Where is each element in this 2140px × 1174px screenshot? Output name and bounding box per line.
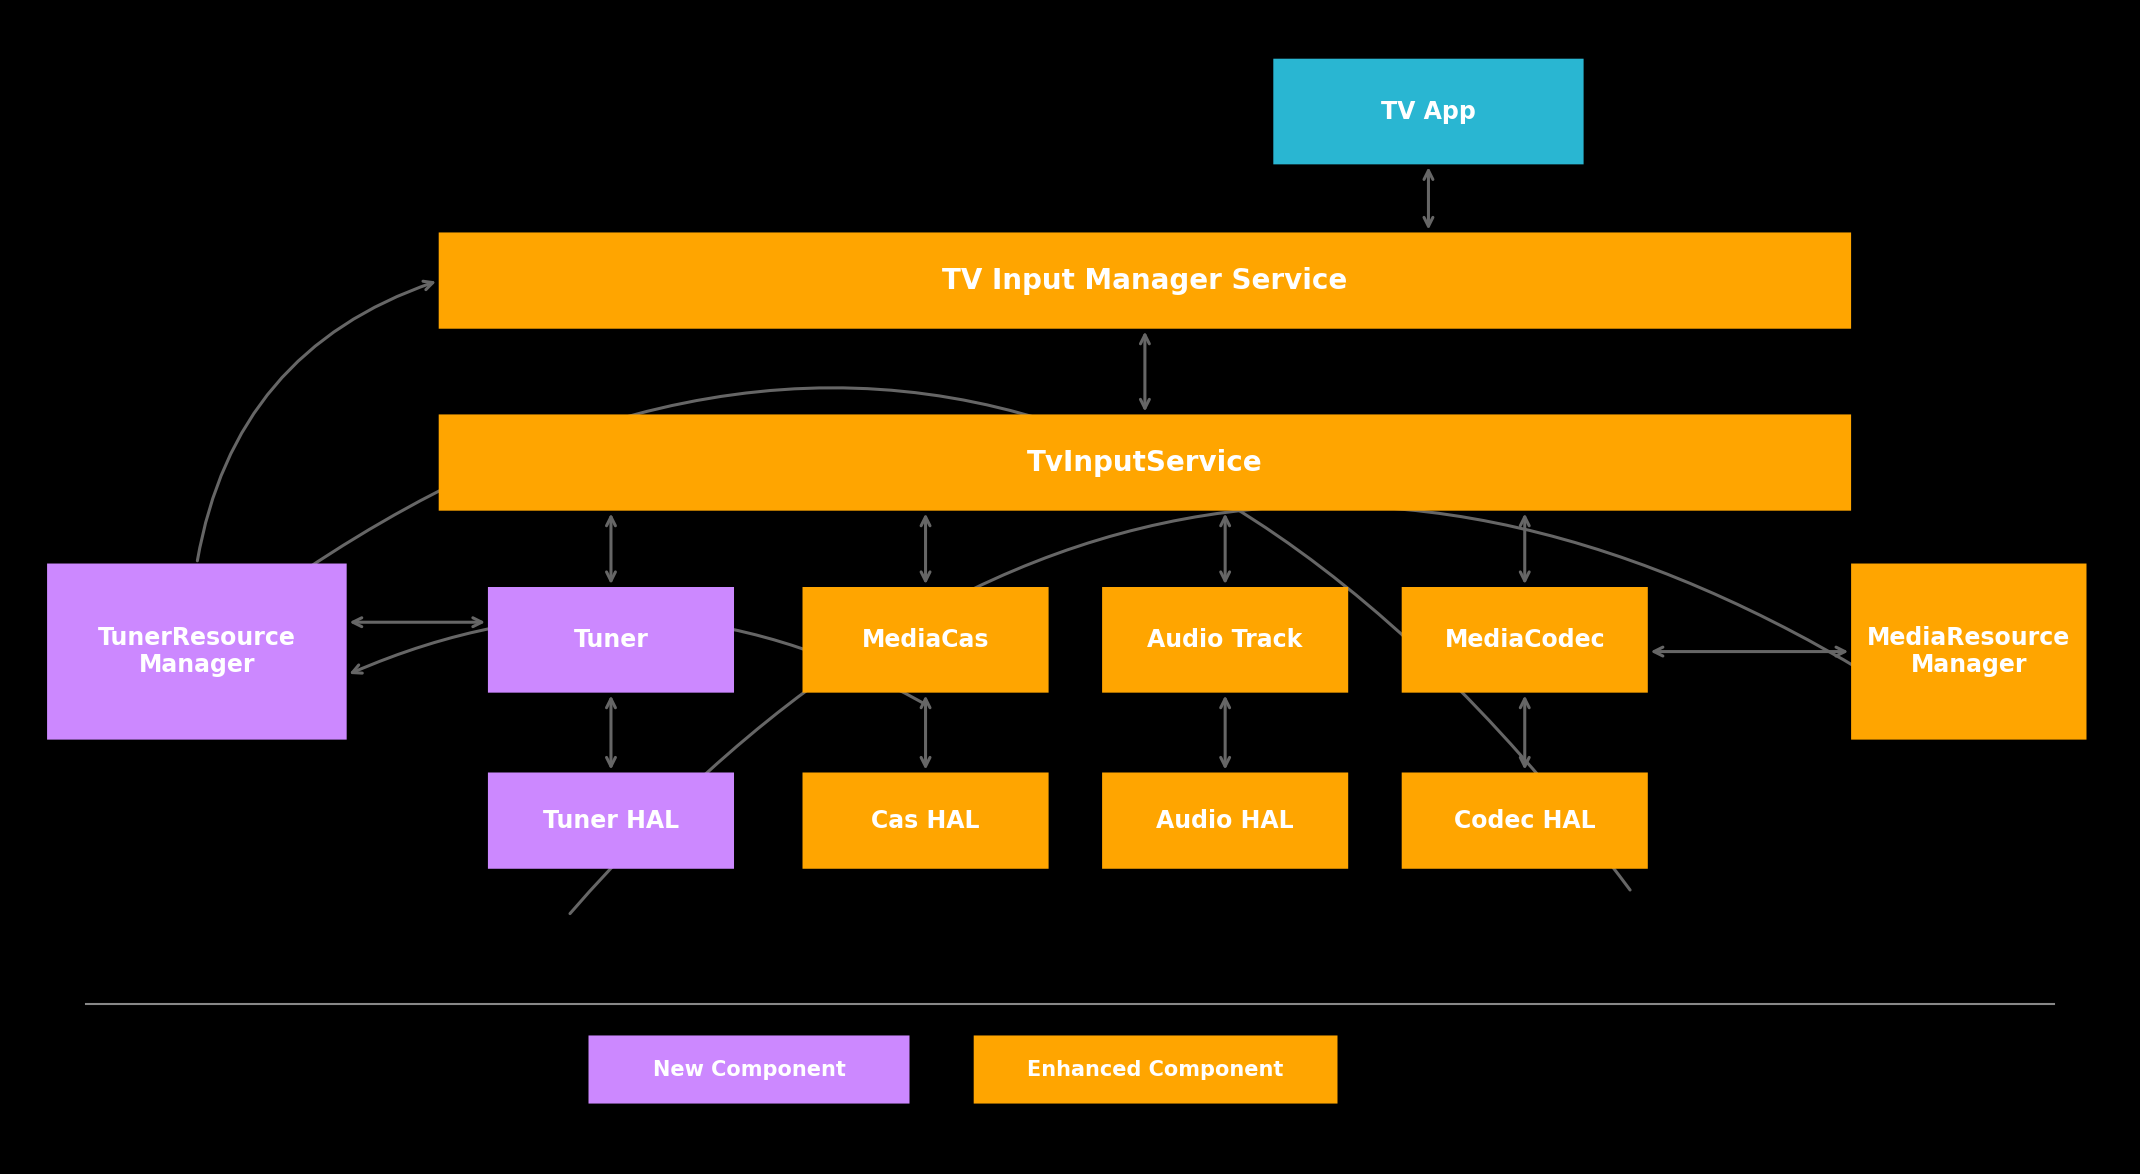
FancyArrowPatch shape [569, 506, 1965, 913]
FancyBboxPatch shape [488, 772, 734, 869]
Text: TV Input Manager Service: TV Input Manager Service [942, 266, 1348, 295]
Text: MediaResource
Manager: MediaResource Manager [1868, 626, 2069, 677]
Text: Enhanced Component: Enhanced Component [1027, 1059, 1284, 1080]
FancyBboxPatch shape [802, 772, 1049, 869]
FancyBboxPatch shape [1102, 587, 1348, 693]
Text: MediaCodec: MediaCodec [1444, 628, 1605, 652]
FancyBboxPatch shape [974, 1035, 1338, 1104]
Text: Audio Track: Audio Track [1147, 628, 1303, 652]
FancyBboxPatch shape [439, 414, 1851, 511]
Text: Tuner HAL: Tuner HAL [544, 809, 678, 832]
FancyBboxPatch shape [1402, 772, 1648, 869]
FancyArrowPatch shape [94, 387, 1631, 890]
Text: TvInputService: TvInputService [1027, 448, 1263, 477]
Text: TunerResource
Manager: TunerResource Manager [98, 626, 295, 677]
FancyBboxPatch shape [1402, 587, 1648, 693]
Text: New Component: New Component [653, 1059, 845, 1080]
Text: Audio HAL: Audio HAL [1156, 809, 1295, 832]
FancyBboxPatch shape [1102, 772, 1348, 869]
FancyArrowPatch shape [353, 616, 922, 703]
FancyArrowPatch shape [197, 282, 432, 561]
FancyBboxPatch shape [488, 587, 734, 693]
Text: Tuner: Tuner [574, 628, 648, 652]
FancyBboxPatch shape [588, 1035, 910, 1104]
Text: TV App: TV App [1380, 100, 1477, 123]
Text: MediaCas: MediaCas [862, 628, 989, 652]
FancyBboxPatch shape [439, 232, 1851, 329]
FancyBboxPatch shape [1273, 59, 1584, 164]
FancyBboxPatch shape [802, 587, 1049, 693]
FancyBboxPatch shape [47, 564, 347, 740]
FancyBboxPatch shape [1851, 564, 2086, 740]
Text: Cas HAL: Cas HAL [871, 809, 980, 832]
Text: Codec HAL: Codec HAL [1453, 809, 1596, 832]
